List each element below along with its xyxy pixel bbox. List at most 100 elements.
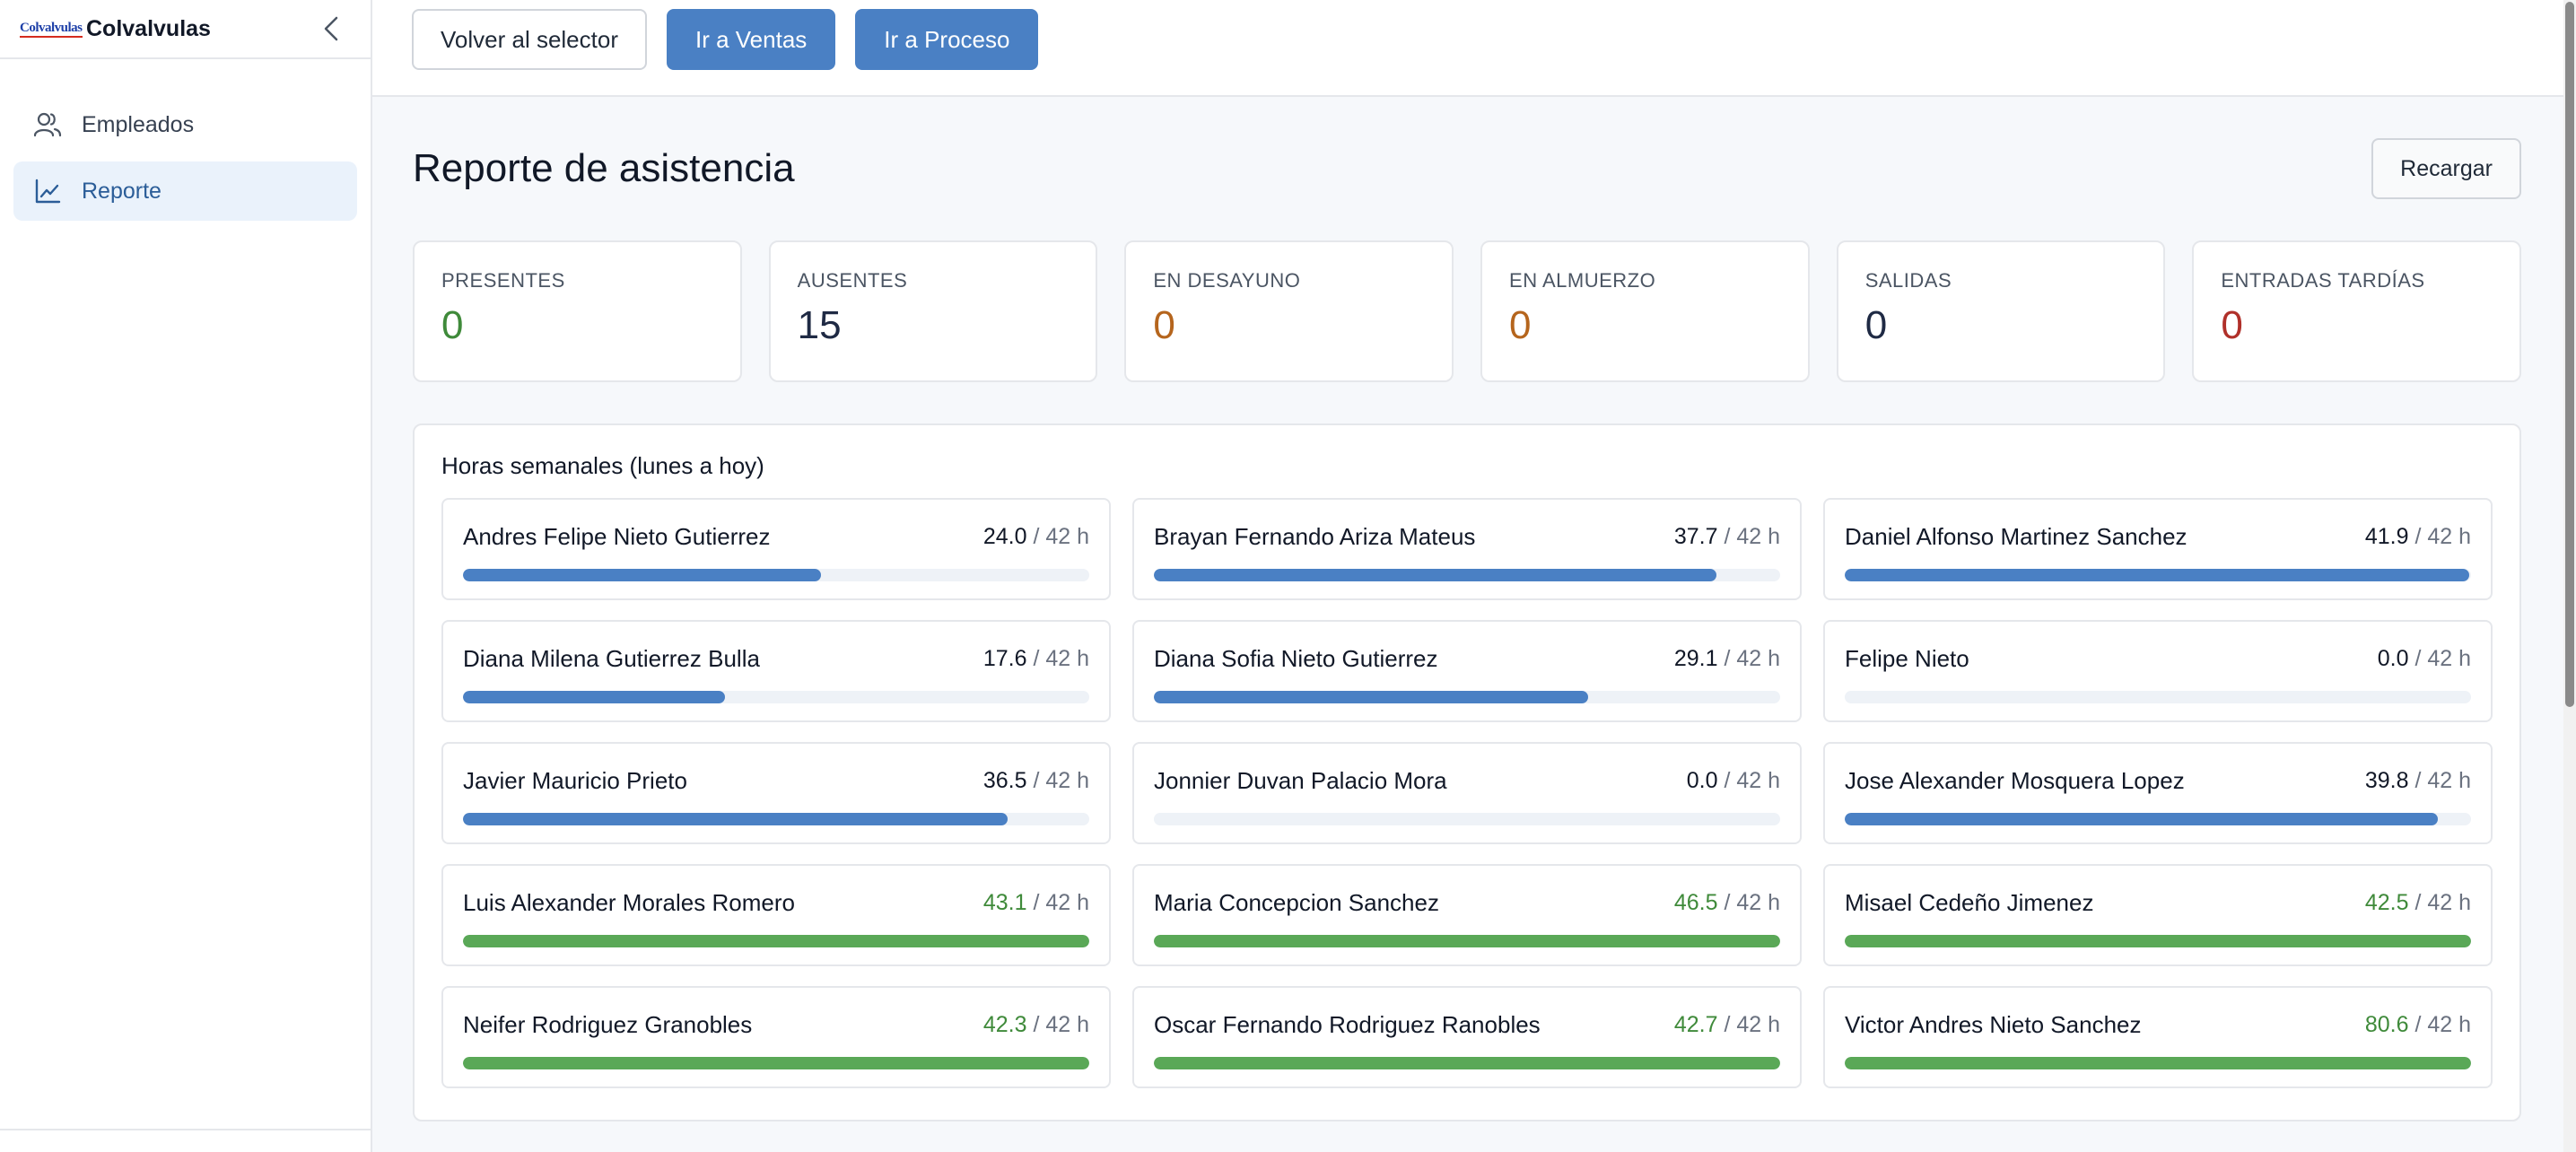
employee-name: Jose Alexander Mosquera Lopez <box>1845 767 2185 794</box>
stat-label: EN DESAYUNO <box>1153 269 1301 292</box>
hours-progress-bar <box>1845 935 2471 947</box>
employee-hours: 0.0 / 42 h <box>2378 646 2471 672</box>
employee-hours-target: / 42 h <box>1724 768 1780 793</box>
stat-label: ENTRADAS TARDÍAS <box>2221 269 2425 292</box>
back-to-selector-button[interactable]: Volver al selector <box>412 9 647 70</box>
hours-progress-fill <box>1154 935 1780 947</box>
stat-value: 15 <box>797 303 842 347</box>
employee-hours-value: 46.5 <box>1673 890 1718 915</box>
stat-card: SALIDAS 0 <box>1836 240 2166 382</box>
employee-hours: 42.3 / 42 h <box>983 1012 1089 1038</box>
hours-progress-fill <box>1845 1057 2471 1069</box>
employee-hours: 42.7 / 42 h <box>1674 1012 1780 1038</box>
page-scrollbar[interactable] <box>2563 0 2576 1152</box>
top-bar: Volver al selector Ir a Ventas Ir a Proc… <box>372 0 2576 97</box>
reload-button[interactable]: Recargar <box>2371 138 2521 199</box>
stat-card: PRESENTES 0 <box>413 240 742 382</box>
employee-hours-value: 36.5 <box>982 768 1027 793</box>
sidebar: Colvalvulas Colvalvulas Empleados Report… <box>0 0 372 1152</box>
sidebar-item-label: Empleados <box>82 111 195 137</box>
employee-hours-target: / 42 h <box>1033 1012 1089 1037</box>
stat-value: 0 <box>1864 303 1888 347</box>
employee-hours: 46.5 / 42 h <box>1674 890 1780 916</box>
hours-progress-bar <box>1845 569 2471 581</box>
chevron-left-icon <box>324 16 338 41</box>
employee-hours: 36.5 / 42 h <box>983 768 1089 794</box>
sidebar-item-reporte[interactable]: Reporte <box>13 161 357 221</box>
employee-hours-target: / 42 h <box>1724 646 1780 671</box>
employee-hours-card: Jonnier Duvan Palacio Mora 0.0 / 42 h <box>1132 742 1802 844</box>
employee-hours-card: Diana Milena Gutierrez Bulla 17.6 / 42 h <box>441 620 1111 722</box>
employee-hours-target: / 42 h <box>2414 646 2471 671</box>
go-to-proceso-button[interactable]: Ir a Proceso <box>855 9 1039 70</box>
employee-hours: 43.1 / 42 h <box>983 890 1089 916</box>
employee-hours-target: / 42 h <box>1724 1012 1780 1037</box>
scrollbar-thumb[interactable] <box>2565 2 2574 707</box>
hours-progress-bar <box>463 691 1089 703</box>
go-to-ventas-button[interactable]: Ir a Ventas <box>666 9 836 70</box>
brand-header: Colvalvulas Colvalvulas <box>0 0 371 59</box>
employee-hours-value: 80.6 <box>2364 1012 2409 1037</box>
employee-hours-value: 39.8 <box>2364 768 2409 793</box>
hours-progress-bar <box>1845 691 2471 703</box>
stat-label: SALIDAS <box>1864 269 1952 292</box>
hours-progress-fill <box>463 813 1008 825</box>
hours-progress-bar <box>463 569 1089 581</box>
employee-hours-value: 43.1 <box>982 890 1027 915</box>
employee-name: Victor Andres Nieto Sanchez <box>1845 1011 2142 1038</box>
brand-logo-text: Colvalvulas <box>20 20 83 38</box>
employee-hours-card: Maria Concepcion Sanchez 46.5 / 42 h <box>1132 864 1802 966</box>
hours-progress-bar <box>463 1057 1089 1069</box>
hours-progress-bar <box>1154 691 1780 703</box>
employee-hours-target: / 42 h <box>1033 524 1089 549</box>
sidebar-footer <box>0 1129 371 1152</box>
hours-progress-fill <box>1154 569 1716 581</box>
employee-name: Neifer Rodriguez Granobles <box>463 1011 753 1038</box>
employee-hours-target: / 42 h <box>1724 524 1780 549</box>
employee-hours: 80.6 / 42 h <box>2365 1012 2471 1038</box>
page-title: Reporte de asistencia <box>413 146 795 190</box>
hours-progress-fill <box>1154 1057 1780 1069</box>
hours-progress-fill <box>1154 691 1588 703</box>
employee-hours-value: 0.0 <box>2377 646 2409 671</box>
stat-value: 0 <box>1509 303 1532 347</box>
employee-hours-target: / 42 h <box>2414 768 2471 793</box>
hours-progress-bar <box>1154 813 1780 825</box>
employee-hours: 0.0 / 42 h <box>1687 768 1780 794</box>
employee-hours-value: 42.7 <box>1673 1012 1718 1037</box>
employee-hours-value: 42.5 <box>2364 890 2409 915</box>
employee-hours-target: / 42 h <box>2414 1012 2471 1037</box>
employee-hours: 29.1 / 42 h <box>1674 646 1780 672</box>
employee-hours-card: Victor Andres Nieto Sanchez 80.6 / 42 h <box>1823 986 2493 1088</box>
hours-progress-bar <box>1154 935 1780 947</box>
employee-hours-card: Jose Alexander Mosquera Lopez 39.8 / 42 h <box>1823 742 2493 844</box>
employee-hours-card: Misael Cedeño Jimenez 42.5 / 42 h <box>1823 864 2493 966</box>
employee-hours: 39.8 / 42 h <box>2365 768 2471 794</box>
employee-hours-target: / 42 h <box>1033 646 1089 671</box>
employee-hours-value: 42.3 <box>982 1012 1027 1037</box>
employee-hours-card: Felipe Nieto 0.0 / 42 h <box>1823 620 2493 722</box>
employee-hours-target: / 42 h <box>1724 890 1780 915</box>
stat-card: AUSENTES 15 <box>768 240 1098 382</box>
weekly-hours-title: Horas semanales (lunes a hoy) <box>441 452 764 479</box>
employee-name: Andres Felipe Nieto Gutierrez <box>463 523 771 550</box>
stat-label: PRESENTES <box>441 269 565 292</box>
employee-hours-value: 0.0 <box>1686 768 1718 793</box>
employee-name: Daniel Alfonso Martinez Sanchez <box>1845 523 2187 550</box>
hours-progress-fill <box>1845 569 2470 581</box>
hours-progress-fill <box>1845 935 2471 947</box>
hours-progress-bar <box>1154 1057 1780 1069</box>
employee-hours-target: / 42 h <box>1033 890 1089 915</box>
employee-hours-value: 37.7 <box>1673 524 1718 549</box>
collapse-sidebar-button[interactable] <box>315 13 347 45</box>
employee-hours: 37.7 / 42 h <box>1674 524 1780 550</box>
hours-progress-bar <box>1154 569 1780 581</box>
employee-name: Jonnier Duvan Palacio Mora <box>1154 767 1447 794</box>
employee-hours-target: / 42 h <box>1033 768 1089 793</box>
chart-line-icon <box>33 177 62 205</box>
stats-row: PRESENTES 0 AUSENTES 15 EN DESAYUNO 0 EN ALMUE… <box>413 240 2522 382</box>
sidebar-item-empleados[interactable]: Empleados <box>13 95 357 154</box>
employee-hours-grid: Andres Felipe Nieto Gutierrez 24.0 / 42 h… <box>441 498 2493 1088</box>
employee-hours-target: / 42 h <box>2414 524 2471 549</box>
employee-hours-value: 24.0 <box>982 524 1027 549</box>
